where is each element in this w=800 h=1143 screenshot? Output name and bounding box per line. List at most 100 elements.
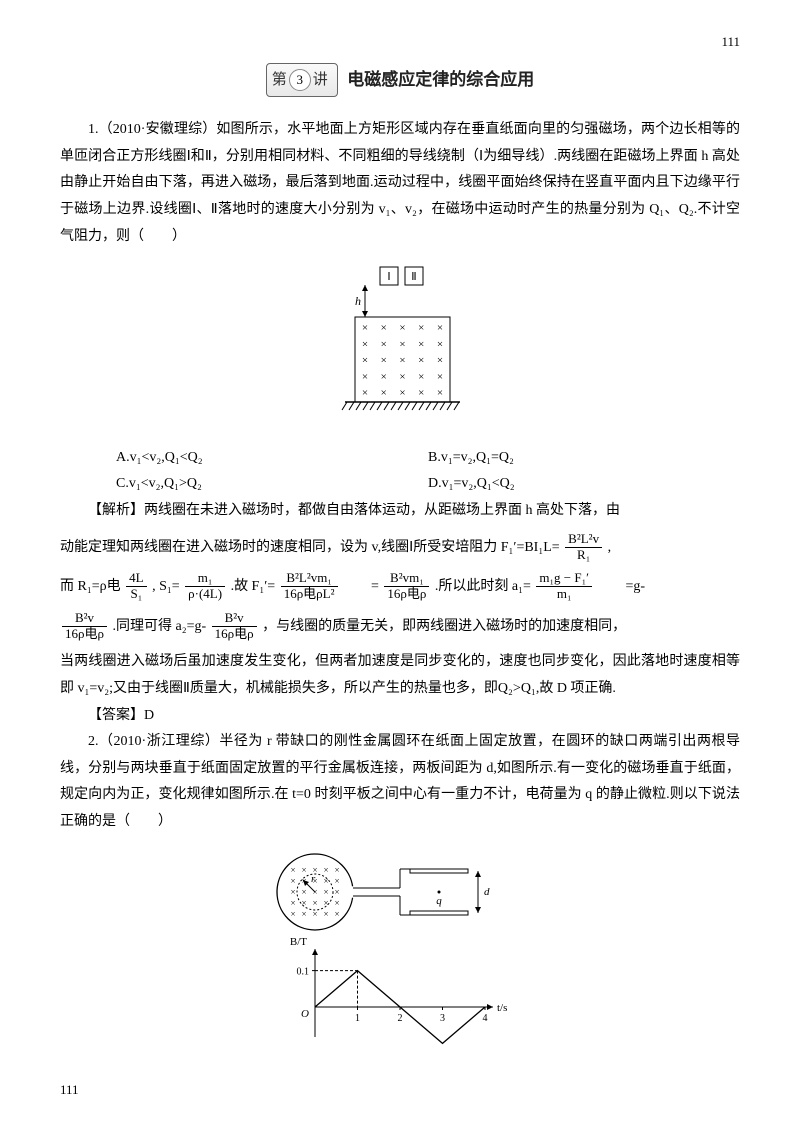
q2-intro: 2.（2010·浙江理综）半径为 r 带缺口的刚性金属圆环在纸面上固定放置，在圆… (60, 729, 740, 835)
svg-text:×: × (290, 876, 295, 886)
svg-text:×: × (362, 371, 368, 383)
svg-text:×: × (323, 865, 328, 875)
svg-text:×: × (399, 338, 405, 350)
svg-text:×: × (399, 371, 405, 383)
svg-text:×: × (362, 355, 368, 367)
svg-text:×: × (418, 322, 424, 334)
q1-option-c: C.v₁<v₂,Q₁>Q₂ (116, 471, 428, 498)
svg-text:3: 3 (440, 1013, 445, 1024)
frac-7: B²v16ρ电ρ (62, 611, 107, 642)
q1-figure: ⅠⅡh××××××××××××××××××××××××× (60, 262, 740, 433)
svg-text:×: × (418, 338, 424, 350)
q1-options: A.v₁<v₂,Q₁<Q₂ B.v₁=v₂,Q₁=Q₂ C.v₁<v₂,Q₁>Q… (116, 445, 740, 498)
svg-text:×: × (437, 322, 443, 334)
svg-text:×: × (381, 338, 387, 350)
analysis-text-4a: .同理可得 a₂=g- (112, 619, 206, 634)
svg-text:×: × (323, 887, 328, 897)
svg-text:×: × (381, 355, 387, 367)
svg-text:×: × (381, 371, 387, 383)
frac-4: B²L²vm₁16ρ电ρL² (281, 571, 338, 602)
q1-analysis-line1: 【解析】两线圈在未进入磁场时，都做自由落体运动，从距磁场上界面 h 高处下落，由 (60, 498, 740, 525)
svg-text:r: r (311, 873, 316, 885)
analysis-text-4b: ，与线圈的质量无关，即两线圈进入磁场时的加速度相同， (262, 619, 626, 634)
svg-text:×: × (437, 387, 443, 399)
svg-text:×: × (301, 887, 306, 897)
svg-text:O: O (301, 1008, 309, 1020)
page-number-bottom: 111 (60, 1078, 740, 1103)
q1-analysis-line5: 当两线圈进入磁场后虽加速度发生变化，但两者加速度是同步变化的，速度也同步变化，因… (60, 649, 740, 702)
analysis-text-3d: = (343, 579, 379, 594)
frac-6: m₁g − F₁′m₁ (536, 571, 592, 602)
svg-text:×: × (290, 865, 295, 875)
q1-option-d: D.v₁=v₂,Q₁<Q₂ (428, 471, 740, 498)
svg-text:×: × (418, 371, 424, 383)
svg-text:×: × (301, 909, 306, 919)
section-header: 第 3 讲 电磁感应定律的综合应用 (60, 63, 740, 98)
svg-text:1: 1 (355, 1013, 360, 1024)
svg-text:×: × (334, 898, 339, 908)
badge-char-1: 第 (272, 66, 287, 95)
svg-text:t/s: t/s (497, 1002, 507, 1014)
svg-text:×: × (437, 338, 443, 350)
q1-analysis-line4: B²v16ρ电ρ .同理可得 a₂=g- B²v16ρ电ρ ，与线圈的质量无关，… (60, 610, 740, 644)
svg-text:0.1: 0.1 (297, 967, 310, 978)
svg-text:×: × (334, 887, 339, 897)
coef: ρ电 (100, 579, 121, 594)
analysis-text-2a: 动能定理知两线圈在进入磁场时的速度相同，设为 v,线圈Ⅰ所受安培阻力 F₁′=B… (60, 540, 560, 555)
q1-option-b: B.v₁=v₂,Q₁=Q₂ (428, 445, 740, 472)
svg-text:×: × (334, 876, 339, 886)
analysis-text-3e: .所以此时刻 a₁= (435, 579, 531, 594)
svg-text:B/T: B/T (290, 936, 307, 948)
frac-1: B²L²vR₁ (565, 532, 602, 563)
svg-text:×: × (381, 322, 387, 334)
svg-text:×: × (312, 898, 317, 908)
svg-text:h: h (355, 294, 361, 308)
badge-number: 3 (289, 69, 311, 91)
q1-analysis-line3: 而 R₁=ρ电 4LS₁ , S₁= m₁ρ·(4L) .故 F₁′= B²L²… (60, 570, 740, 604)
svg-text:×: × (301, 898, 306, 908)
svg-text:×: × (312, 909, 317, 919)
svg-text:2: 2 (398, 1013, 403, 1024)
analysis-text-2b: , (608, 540, 612, 555)
page-number-top: 111 (60, 30, 740, 55)
q1-analysis-line2: 动能定理知两线圈在进入磁场时的速度相同，设为 v,线圈Ⅰ所受安培阻力 F₁′=B… (60, 531, 740, 565)
section-title: 电磁感应定律的综合应用 (347, 64, 534, 96)
q1-intro: 1.（2010·安徽理综）如图所示，水平地面上方矩形区域内存在垂直纸面向里的匀强… (60, 117, 740, 250)
svg-text:×: × (362, 322, 368, 334)
svg-text:×: × (437, 355, 443, 367)
svg-text:×: × (399, 355, 405, 367)
svg-text:×: × (334, 909, 339, 919)
svg-text:×: × (323, 909, 328, 919)
svg-text:d: d (484, 886, 490, 898)
svg-text:×: × (334, 865, 339, 875)
svg-text:×: × (437, 371, 443, 383)
q1-option-a: A.v₁<v₂,Q₁<Q₂ (116, 445, 428, 472)
section-badge: 第 3 讲 (266, 63, 338, 98)
analysis-label: 【解析】 (88, 503, 144, 518)
svg-text:×: × (362, 338, 368, 350)
svg-text:×: × (301, 865, 306, 875)
frac-8: B²v16ρ电ρ (212, 611, 257, 642)
analysis-text-3a: 而 R₁= (60, 579, 100, 594)
svg-text:Ⅰ: Ⅰ (387, 271, 390, 283)
analysis-text-1: 两线圈在未进入磁场时，都做自由落体运动，从距磁场上界面 h 高处下落，由 (144, 503, 620, 518)
svg-text:Ⅱ: Ⅱ (411, 271, 416, 283)
analysis-text-3c: .故 F₁′= (231, 579, 276, 594)
q2-figure: ×××××××××××××××××××××××××rqdB/Tt/sO0.112… (60, 847, 740, 1058)
svg-text:4: 4 (483, 1013, 488, 1024)
svg-text:×: × (290, 887, 295, 897)
svg-text:×: × (290, 898, 295, 908)
frac-2: 4LS₁ (126, 571, 146, 602)
badge-char-2: 讲 (313, 66, 328, 95)
svg-text:×: × (399, 322, 405, 334)
analysis-text-3f: =g- (598, 579, 646, 594)
svg-text:×: × (290, 909, 295, 919)
svg-text:×: × (381, 387, 387, 399)
frac-5: B²vm₁16ρ电ρ (384, 571, 429, 602)
svg-text:×: × (418, 355, 424, 367)
svg-text:×: × (418, 387, 424, 399)
frac-3: m₁ρ·(4L) (185, 571, 225, 602)
svg-text:×: × (362, 387, 368, 399)
svg-text:×: × (323, 876, 328, 886)
q1-answer: 【答案】D (60, 703, 740, 730)
